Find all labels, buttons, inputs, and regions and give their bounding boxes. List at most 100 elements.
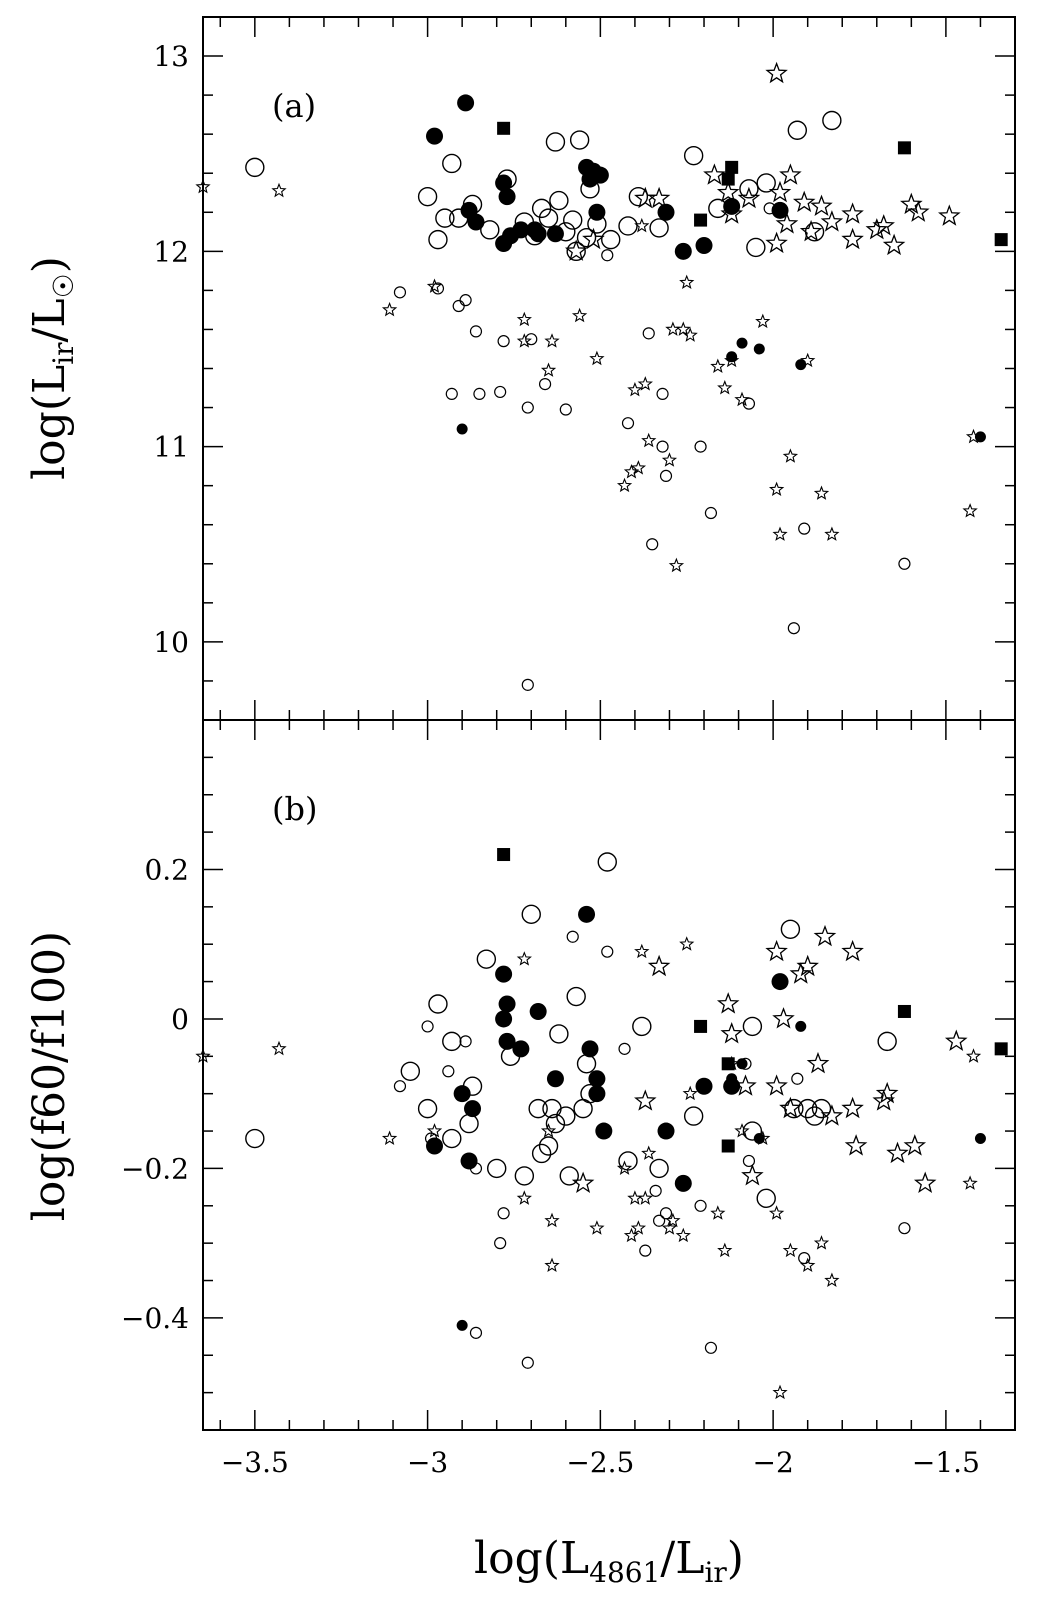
data-point-filled-circles [498, 188, 516, 206]
data-point-large-open-circles [531, 1143, 552, 1164]
data-point-small-open-stars [540, 362, 557, 377]
data-point-large-open-circles [417, 1098, 438, 1119]
data-point-large-open-stars [716, 180, 740, 203]
data-point-large-open-stars [841, 1096, 864, 1119]
data-point-large-open-circles [538, 208, 559, 228]
panel-a: 10 11 12 13 (a) log(Lir/L☉) [24, 16, 1016, 721]
data-point-large-open-stars [813, 924, 837, 947]
data-point-large-open-circles [811, 1098, 832, 1119]
x-tick-label: −2.5 [566, 1446, 634, 1479]
data-point-large-open-circles [528, 1098, 548, 1119]
ylabel-part-log: log(L [24, 365, 75, 480]
data-point-small-open-circles [656, 387, 669, 400]
data-point-small-open-stars [772, 1384, 788, 1400]
panel-a-ticks [203, 16, 1016, 721]
data-point-filled-circles [426, 127, 444, 145]
data-point-small-filled-circles [456, 1319, 468, 1331]
data-point-large-open-circles [683, 1106, 704, 1126]
data-point-small-open-circles [653, 1214, 666, 1227]
data-point-small-open-stars [426, 1123, 443, 1138]
data-point-large-open-stars [720, 1022, 743, 1044]
data-point-small-open-stars [381, 1130, 398, 1146]
data-point-large-open-circles [822, 110, 842, 131]
data-point-large-open-circles [545, 132, 566, 152]
data-point-filled-squares [897, 141, 911, 155]
data-point-filled-circles [674, 1174, 692, 1192]
y-tick-label: 12 [153, 235, 189, 268]
data-point-large-open-stars [906, 200, 930, 222]
panel-b-label: (b) [272, 790, 317, 828]
data-point-large-open-circles [576, 1054, 597, 1074]
data-point-small-open-stars [195, 1048, 211, 1063]
data-point-large-open-stars [806, 1051, 830, 1074]
data-point-large-open-stars [634, 1089, 657, 1111]
panel-a-tick-labels: 10 11 12 13 [153, 40, 189, 659]
data-point-large-open-circles [549, 1024, 569, 1044]
data-point-small-open-stars [195, 178, 211, 194]
data-point-filled-circles [581, 1040, 599, 1058]
data-point-small-open-stars [426, 278, 443, 293]
data-point-small-open-stars [668, 557, 685, 573]
data-point-large-open-circles [576, 227, 597, 248]
data-point-small-open-circles [473, 387, 486, 400]
data-point-filled-circles [578, 905, 596, 923]
data-point-filled-squares [694, 1019, 708, 1033]
data-point-small-open-stars [768, 1205, 785, 1220]
data-point-large-open-stars [820, 210, 844, 232]
data-point-filled-circles [426, 1137, 444, 1155]
data-point-small-open-stars [710, 358, 726, 374]
data-point-large-open-circles [428, 994, 448, 1014]
data-point-small-open-stars [679, 274, 695, 290]
data-point-large-open-stars [872, 1089, 895, 1111]
xlabel-part-slash-l: /L [660, 1533, 704, 1584]
data-point-large-open-stars [564, 239, 588, 261]
data-point-small-open-circles [601, 945, 614, 958]
data-point-filled-circles [467, 213, 485, 231]
data-point-filled-squares [721, 1139, 735, 1153]
data-point-large-open-stars [772, 1007, 795, 1029]
data-point-small-open-circles [659, 469, 673, 483]
data-point-small-open-stars [782, 448, 799, 463]
data-point-small-open-circles [618, 1042, 631, 1055]
data-point-small-open-circles [642, 327, 655, 340]
data-point-small-open-stars [616, 477, 633, 493]
data-point-large-open-stars [571, 1171, 595, 1194]
data-point-small-open-stars [800, 352, 816, 368]
panel-a-frame [202, 16, 1016, 721]
data-point-large-open-stars [716, 992, 740, 1014]
data-point-small-open-stars [616, 1160, 633, 1175]
data-point-small-open-stars [724, 1055, 740, 1071]
data-point-small-open-circles [393, 1080, 407, 1093]
data-point-small-open-stars [641, 432, 657, 448]
data-point-small-open-circles [497, 1207, 510, 1220]
data-point-small-open-stars [682, 1085, 698, 1101]
data-point-small-open-circles [566, 930, 579, 943]
data-point-large-open-stars [768, 180, 792, 203]
data-point-filled-circles [529, 225, 547, 243]
data-point-large-open-circles [742, 1016, 763, 1037]
data-point-large-open-circles [442, 1128, 462, 1149]
data-point-large-open-circles [487, 1158, 507, 1179]
data-point-large-open-stars [741, 1164, 764, 1186]
data-point-small-open-stars [544, 333, 560, 348]
data-point-small-open-circles [791, 1072, 804, 1085]
data-point-large-open-stars [734, 1074, 757, 1096]
data-point-small-open-circles [649, 1184, 662, 1197]
data-point-small-open-stars [710, 1205, 726, 1220]
x-tick-label: −3.5 [221, 1446, 289, 1479]
data-point-filled-circles [512, 1040, 530, 1058]
data-point-large-open-circles [556, 1106, 576, 1126]
data-point-small-open-stars [630, 1220, 647, 1235]
y-tick-label: 13 [153, 40, 189, 73]
data-point-large-open-circles [618, 216, 638, 236]
x-tick-label: −2 [752, 1446, 793, 1479]
data-point-small-open-stars [734, 391, 750, 407]
data-point-large-open-circles [742, 1121, 763, 1141]
data-point-filled-squares [994, 233, 1008, 247]
x-tick-label: −1.5 [912, 1446, 980, 1479]
data-point-large-open-circles [559, 1166, 579, 1186]
data-point-large-open-stars [582, 227, 605, 250]
data-point-small-open-circles [521, 1356, 534, 1369]
data-point-small-filled-circles [456, 423, 468, 435]
data-point-large-open-circles [480, 220, 500, 240]
